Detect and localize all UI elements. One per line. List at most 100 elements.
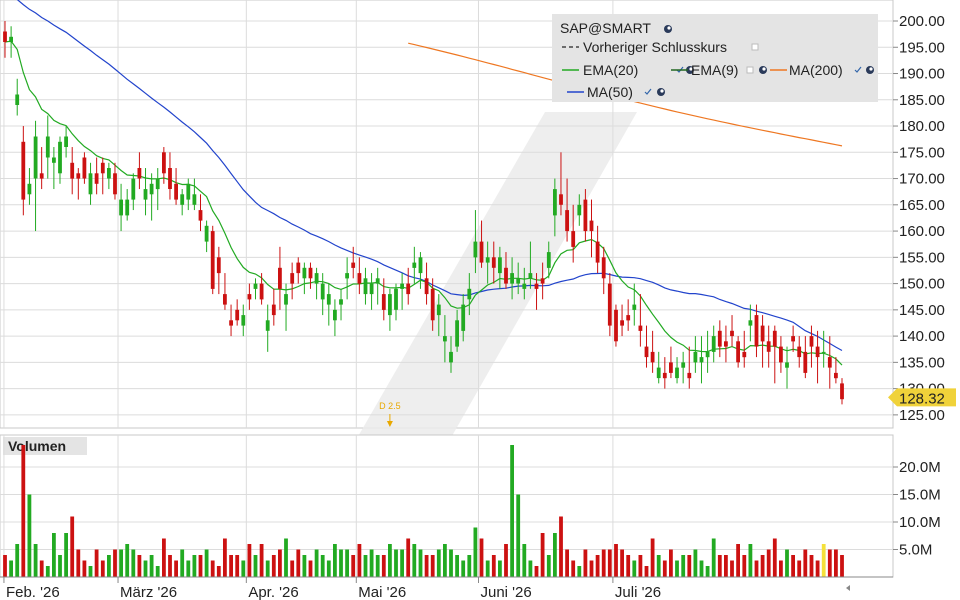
volume-bar [412,544,417,577]
last-price-label: 128.32 [899,390,945,407]
volume-bar [45,566,50,577]
candle-body [241,315,246,326]
candle-body [302,267,307,279]
volume-bar [424,555,429,577]
candle-body [45,136,50,158]
price-tick-label: 165.00 [899,197,945,214]
volume-bar [210,560,215,577]
volume-bar [730,560,734,577]
volume-bar [754,560,759,577]
price-tick-label: 150.00 [899,276,945,293]
candle-body [143,189,148,200]
volume-bar [546,555,551,577]
candle-body [229,320,233,326]
chart-legend[interactable]: SAP@SMART Vorheriger Schlusskurs EMA(20) EM… [552,14,878,102]
volume-bar [791,555,795,577]
volume-bar [192,555,197,577]
volume-bar [772,538,777,577]
candle-body [797,346,802,358]
candle-body [52,157,56,163]
volume-bar [168,555,172,577]
legend-label: MA(50) [587,84,633,100]
volume-bar [607,549,612,577]
volume-bar [717,555,722,577]
volume-bar [113,549,117,577]
volume-bar [162,538,166,577]
candle-body [559,194,563,205]
time-tick-label: Juni '26 [480,584,531,600]
candle-body [394,288,398,310]
candle-body [21,141,26,200]
volume-bar [186,560,191,577]
candle-body [204,225,209,242]
candle-body [601,257,606,279]
volume-bar [479,538,484,577]
volume-bar [326,560,331,577]
volume-bar [345,549,349,577]
candle-body [284,294,288,305]
volume-bar [253,555,258,577]
candle-body [369,283,374,295]
volume-bar [821,544,826,577]
volume-bar [638,555,643,577]
candle-body [730,330,734,337]
candle-body [553,189,557,216]
candle-body [216,257,221,274]
volume-bar [632,560,637,577]
candle-body [345,273,349,279]
candle-body [107,168,111,179]
volume-bar [15,544,20,577]
candle-body [571,231,576,247]
volume-bar [76,549,81,577]
candle-body [223,294,227,305]
candle-body [333,309,337,321]
volume-bar [339,549,343,577]
candle-body [339,299,343,305]
volume-bar [33,544,38,577]
volume-bar [198,555,203,577]
price-tick-label: 180.00 [899,118,945,135]
candle-body [461,304,466,331]
candle-body [638,325,643,331]
candle-body [100,162,105,174]
volume-bar [840,555,844,577]
time-tick-label: Apr. '26 [248,584,298,600]
candle-body [687,372,692,379]
candle-body [644,346,649,358]
watermark [326,112,637,492]
volume-bar [394,549,398,577]
candle-body [113,173,117,195]
volume-bar [137,555,142,577]
volume-bar [760,555,765,577]
candle-body [375,278,380,284]
volume-tick-label: 20.0M [899,459,941,476]
volume-bar [430,555,435,577]
price-tick-label: 140.00 [899,328,945,345]
price-tick-label: 190.00 [899,66,945,83]
candle-body [742,351,747,358]
volume-bar [785,549,789,577]
time-axis: Feb. '26 März '26 Apr. '26 Mai '26 Juni '26 J… [0,576,893,600]
volume-tick-label: 15.0M [899,487,941,504]
settings-icon-hl [689,67,693,71]
candle-body [137,168,142,179]
volume-bar [528,560,533,577]
time-tick-label: März '26 [120,584,177,600]
candle-body [33,136,38,179]
volume-bar [449,549,453,577]
legend-label: SAP@SMART [560,20,651,36]
volume-bar [620,549,624,577]
price-tick-label: 160.00 [899,223,945,240]
legend-label: Vorheriger Schlusskurs [583,39,727,55]
candle-body [656,367,661,379]
candle-body [607,283,612,326]
candle-body [162,152,166,174]
time-tick-label: Juli '26 [615,584,661,600]
volume-bar [443,544,447,577]
volume-bar [94,549,99,577]
candle-body [39,173,44,179]
price-tick-label: 175.00 [899,144,945,161]
volume-bar [455,555,459,577]
candle-body [119,199,123,216]
volume-bar [656,555,661,577]
